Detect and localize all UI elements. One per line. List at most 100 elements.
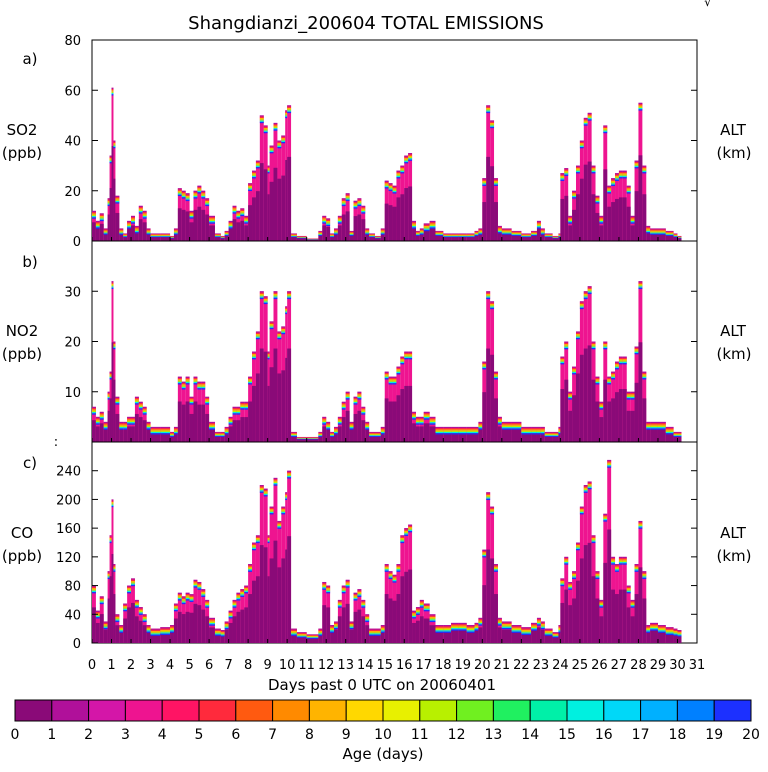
- column-tip-band: [396, 177, 400, 178]
- column-tip-band: [233, 211, 237, 212]
- column-tip-band: [190, 216, 194, 217]
- data-column: [127, 417, 131, 442]
- column-tip-band: [119, 632, 123, 633]
- x-tick-label: 17: [416, 658, 433, 673]
- column-tip-band: [537, 222, 541, 223]
- column-tip-band: [112, 501, 114, 502]
- column-tip-band: [268, 541, 270, 542]
- column-tip-band: [596, 573, 600, 574]
- column-tip-band: [338, 216, 342, 217]
- column-tip-band: [400, 167, 404, 168]
- column-tip-band: [326, 427, 330, 428]
- column-tip-band: [274, 482, 278, 483]
- column-tip-band: [512, 235, 522, 236]
- column-tip-band: [502, 228, 512, 229]
- column-tip-band: [393, 191, 397, 192]
- column-tip-band: [104, 625, 108, 626]
- data-column: [119, 228, 123, 241]
- column-tip-band: [361, 206, 365, 207]
- column-tip-band: [281, 329, 285, 330]
- column-tip-band: [467, 630, 475, 631]
- column-tip-band: [537, 224, 541, 225]
- column-tip-band: [385, 564, 389, 565]
- column-tip-band: [385, 181, 389, 182]
- column-tip-band: [459, 236, 467, 237]
- column-tip-band: [564, 347, 568, 348]
- data-column: [96, 611, 100, 643]
- column-tip-band: [375, 635, 381, 636]
- column-tip-band: [151, 633, 161, 634]
- column-tip-band: [318, 235, 322, 236]
- data-column: [209, 618, 215, 643]
- column-tip-band: [498, 423, 502, 424]
- column-tip-band: [642, 372, 646, 373]
- column-tip-band: [123, 235, 127, 236]
- column-tip-band: [560, 180, 564, 181]
- column-tip-band: [400, 360, 404, 361]
- column-tip-band: [576, 167, 580, 168]
- column-tip-band: [135, 403, 139, 404]
- column-tip-band: [354, 595, 358, 596]
- data-column: [560, 357, 564, 442]
- column-tip-band: [611, 374, 615, 375]
- column-tip-band: [521, 632, 531, 633]
- column-tip-band: [264, 494, 268, 495]
- column-tip-band: [229, 616, 233, 617]
- column-tip-band: [599, 220, 603, 221]
- column-tip-band: [482, 367, 486, 368]
- column-tip-band: [115, 614, 119, 615]
- column-tip-band: [123, 604, 127, 605]
- column-tip-band: [584, 124, 588, 125]
- x-tick-label: 1: [107, 658, 115, 673]
- column-tip-band: [650, 233, 658, 234]
- column-tip-band: [131, 418, 135, 419]
- data-column: [110, 372, 112, 442]
- column-tip-band: [205, 402, 209, 403]
- column-tip-band: [326, 589, 330, 590]
- column-aged-part: [412, 229, 416, 241]
- column-tip-band: [100, 416, 104, 417]
- data-column: [330, 432, 334, 442]
- data-column: [385, 564, 389, 643]
- column-tip-band: [674, 233, 678, 234]
- column-aged-part: [619, 590, 623, 643]
- column-tip-band: [123, 423, 127, 424]
- column-tip-band: [233, 600, 237, 601]
- data-column: [396, 564, 400, 643]
- column-tip-band: [143, 216, 147, 217]
- column-tip-band: [494, 377, 498, 378]
- column-aged-part: [599, 225, 603, 241]
- column-tip-band: [365, 617, 369, 618]
- column-tip-band: [435, 232, 443, 233]
- column-tip-band: [233, 206, 237, 207]
- data-column: [119, 625, 123, 643]
- column-tip-band: [381, 626, 385, 627]
- column-tip-band: [416, 233, 420, 234]
- column-aged-part: [478, 627, 482, 643]
- column-aged-part: [404, 188, 408, 241]
- column-tip-band: [277, 147, 281, 148]
- column-aged-part: [650, 631, 658, 643]
- column-tip-band: [588, 483, 592, 484]
- column-tip-band: [404, 535, 408, 536]
- column-aged-part: [592, 194, 596, 241]
- column-tip-band: [385, 372, 389, 373]
- column-tip-band: [482, 363, 486, 364]
- column-tip-band: [596, 575, 600, 576]
- x-tick-label: 16: [396, 658, 413, 673]
- column-tip-band: [322, 417, 326, 418]
- column-aged-part: [112, 146, 114, 241]
- column-tip-band: [113, 342, 115, 343]
- data-column: [545, 432, 553, 442]
- column-tip-band: [270, 327, 274, 328]
- column-tip-band: [170, 629, 174, 630]
- column-tip-band: [135, 600, 139, 601]
- column-tip-band: [326, 587, 330, 588]
- column-tip-band: [568, 218, 572, 219]
- column-tip-band: [291, 234, 297, 235]
- column-aged-part: [502, 430, 512, 442]
- column-tip-band: [541, 428, 545, 429]
- column-tip-band: [424, 414, 430, 415]
- column-tip-band: [478, 427, 482, 428]
- data-column: [256, 331, 260, 442]
